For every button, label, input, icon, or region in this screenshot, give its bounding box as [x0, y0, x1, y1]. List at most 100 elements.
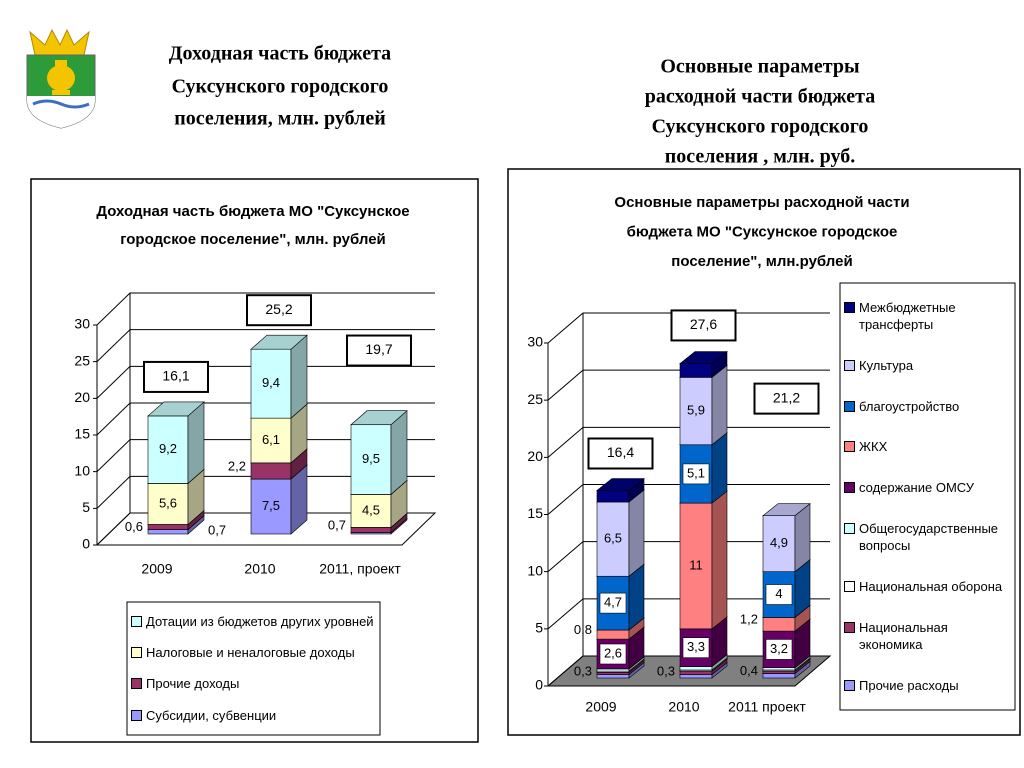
y-tick-label: 15 — [74, 426, 90, 442]
bar-side — [290, 334, 308, 419]
data-label: 6,1 — [262, 432, 280, 447]
bar-side — [711, 364, 728, 446]
legend-item: Национальная экономика — [844, 619, 1011, 654]
bar-front — [679, 670, 713, 675]
data-label: 7,5 — [262, 498, 280, 513]
x-tick-label: 2011, проект — [319, 561, 401, 577]
data-label: 11 — [689, 557, 703, 572]
chart-title: Основные параметры расходной части — [614, 194, 909, 211]
legend-swatch — [844, 441, 855, 453]
total-box — [670, 309, 737, 342]
y-tick-label: 5 — [82, 499, 90, 515]
bar-front — [596, 668, 630, 672]
bar-front — [147, 415, 189, 484]
bar-top — [147, 401, 205, 417]
data-label: 4 — [775, 586, 782, 601]
bar-side — [628, 489, 645, 577]
data-label: 5,6 — [159, 495, 177, 510]
legend-label: Национальная экономика — [859, 619, 948, 653]
total-box — [587, 437, 654, 470]
data-label: 5,1 — [687, 465, 705, 480]
legend-list: Дотации из бюджетов других уровней Налого… — [131, 606, 376, 731]
data-label: 6,5 — [604, 531, 622, 546]
legend-swatch — [131, 678, 142, 690]
legend-box — [126, 601, 381, 736]
y-tick-label: 10 — [527, 562, 543, 578]
data-label: 4,7 — [604, 595, 622, 610]
bar-front — [762, 617, 796, 632]
bar-segment — [350, 410, 408, 496]
data-label: 9,4 — [262, 375, 280, 390]
bar-segment — [250, 334, 308, 419]
legend-item: содержание ОМСУ — [844, 479, 1011, 497]
chart-title: городское поселение", млн. рублей — [120, 231, 386, 248]
data-label: 0,8 — [574, 622, 592, 637]
bar-top — [762, 503, 811, 516]
legend-swatch — [131, 615, 142, 627]
bar-segment — [679, 490, 728, 630]
legend-swatch — [844, 359, 855, 371]
bar-front — [147, 524, 189, 530]
bar-front — [596, 490, 630, 503]
right-title: расходной части бюджета — [645, 86, 876, 108]
total-label: 16,4 — [607, 444, 634, 460]
bar-front — [596, 629, 630, 640]
bar-front — [762, 515, 796, 572]
y-tick-label: 30 — [74, 316, 90, 332]
legend-item: ЖКХ — [844, 438, 1011, 456]
legend-label: Межбюджетные трансферты — [859, 299, 956, 333]
label-box — [765, 584, 793, 605]
total-box — [346, 334, 412, 367]
y-tick-label: 25 — [74, 352, 90, 368]
grid-line — [93, 292, 435, 326]
legend-swatch — [844, 621, 855, 633]
bar-side — [711, 490, 728, 630]
bar-front — [762, 667, 796, 671]
legend-item: Дотации из бюджетов других уровней — [131, 613, 376, 631]
y-tick-label: 20 — [527, 448, 543, 464]
bar-top — [250, 334, 308, 350]
data-label: 0,7 — [328, 517, 346, 532]
bar-front — [679, 377, 713, 446]
label-box — [599, 643, 627, 665]
bar-front — [762, 670, 796, 674]
data-label: 0,6 — [125, 519, 143, 534]
chart-title: Доходная часть бюджета МО "Суксунское — [96, 203, 409, 220]
bar-segment — [596, 477, 645, 503]
legend-item: Прочие расходы — [844, 677, 1011, 695]
label-box — [682, 637, 710, 659]
data-label: 9,2 — [159, 441, 177, 456]
y-tick-label: 0 — [82, 536, 90, 552]
bar-front — [679, 674, 713, 679]
legend-label: ЖКХ — [859, 439, 888, 455]
legend-swatch — [844, 580, 855, 592]
right-title: Основные параметры — [660, 56, 860, 78]
legend-label: Общегосударственные вопросы — [859, 520, 999, 554]
data-label: 3,3 — [687, 639, 705, 654]
data-label: 0,4 — [740, 663, 758, 678]
y-tick-label: 10 — [74, 462, 90, 478]
bar-segment — [762, 503, 811, 573]
legend: Дотации из бюджетов других уровней Налого… — [131, 606, 376, 731]
data-label: 0,3 — [574, 664, 592, 679]
chart-title: поселение", млн.рублей — [671, 253, 852, 270]
legend-swatch — [844, 301, 855, 313]
x-tick-label: 2009 — [141, 561, 172, 577]
grid-line — [93, 329, 435, 363]
bar-front — [250, 417, 292, 464]
x-tick-label: 2010 — [668, 699, 699, 715]
total-box — [246, 294, 312, 327]
legend-item: благоустройство — [844, 398, 1011, 416]
legend-swatch — [844, 679, 855, 691]
emblem — [26, 28, 96, 129]
y-tick-label: 0 — [535, 677, 543, 693]
legend-box — [839, 282, 1016, 711]
data-label: 9,5 — [362, 451, 380, 466]
label-box — [599, 592, 627, 614]
legend-label: Национальная оборона — [859, 578, 1003, 594]
legend-label: Дотации из бюджетов других уровней — [146, 613, 374, 629]
label-box — [765, 639, 793, 660]
right-title: поселения , млн. руб. — [665, 146, 855, 168]
y-tick-label: 15 — [527, 505, 543, 521]
